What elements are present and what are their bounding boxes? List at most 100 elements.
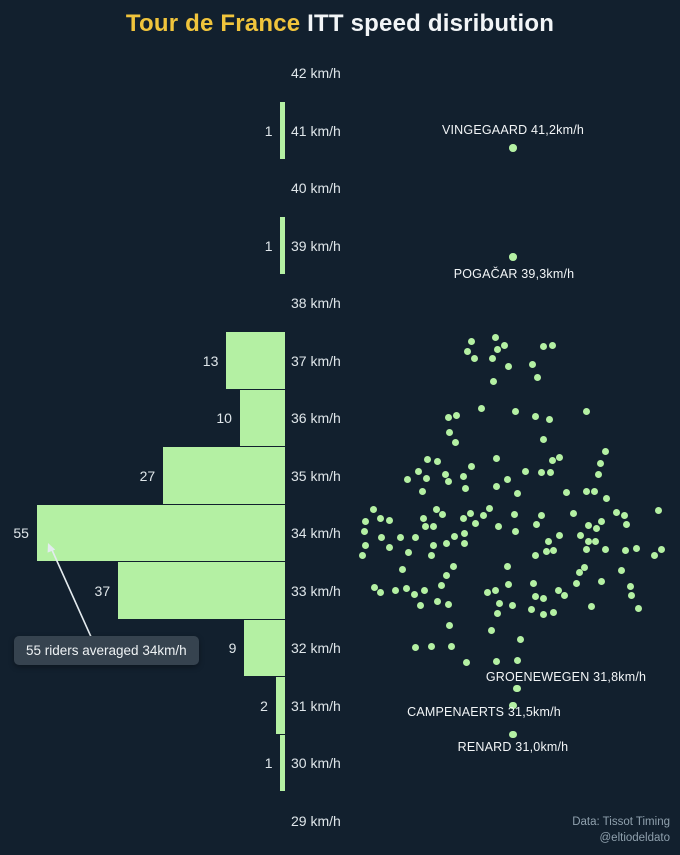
swarm-dot [548,342,556,350]
swarm-dot [433,505,441,513]
y-tick-label-40: 40 km/h [291,180,341,196]
swarm-dot [404,476,412,484]
swarm-dot [584,537,592,545]
swarm-dot [623,521,631,529]
swarm-dot [494,522,502,530]
swarm-dot [562,489,570,497]
swarm-dot [622,547,630,555]
y-tick-label-33: 33 km/h [291,582,341,599]
dot-campenaerts [509,701,517,710]
bar-count-30: 1 [264,755,273,771]
label-vingegaard: VINGEGAARD 41,2km/h [441,123,585,137]
swarm-dot [403,585,411,593]
label-groenewegen: GROENEWEGEN 31,8km/h [485,670,647,684]
histogram-bar-35 [163,447,285,504]
swarm-dot [466,510,474,518]
swarm-dot [396,533,404,541]
swarm-dot [529,361,537,369]
swarm-dot [602,447,610,455]
swarm-dot [496,599,504,607]
swarm-dot [556,454,564,462]
swarm-dot [542,547,550,555]
swarm-dot [532,551,540,559]
swarm-dot [443,540,451,548]
swarm-dot [417,602,425,610]
swarm-dot [392,586,400,594]
swarm-dot [405,548,413,556]
swarm-dot [450,563,458,571]
swarm-dot [531,412,539,420]
swarm-dot [462,484,470,492]
swarm-dot [582,545,590,553]
y-tick-label-37: 37 km/h [291,352,341,369]
swarm-dot [414,468,422,476]
swarm-dot [369,505,377,513]
swarm-dot [434,597,442,605]
swarm-dot [634,605,642,613]
swarm-dot [493,454,501,462]
swarm-dot [358,551,366,559]
swarm-dot [572,580,580,588]
swarm-dot [386,544,394,552]
swarm-dot [428,643,436,651]
swarm-dot [617,567,625,575]
swarm-dot [514,490,522,498]
label-campenaerts: CAMPENAERTS 31,5km/h [407,705,561,719]
bar-count-36: 10 [216,410,232,426]
y-tick-label-42: 42 km/h [291,65,341,81]
swarm-dot [361,542,369,550]
swarm-dot [654,506,662,514]
y-tick-label-32: 32 km/h [291,640,341,656]
swarm-dot [360,527,368,535]
swarm-dot [412,644,420,652]
swarm-dot [538,468,546,476]
swarm-dot [439,511,447,519]
swarm-dot [549,457,557,465]
swarm-dot [554,587,562,595]
swarm-dot [533,521,541,529]
swarm-dot [575,569,583,577]
dot-vingegaard [509,144,517,152]
swarm-dot [494,610,502,618]
swarm-dot [508,602,516,610]
swarm-dot [423,474,431,482]
swarm-dot [531,592,539,600]
swarm-dot [450,533,458,541]
swarm-dot [398,566,406,574]
swarm-dot [503,476,511,484]
annotation-callout: 55 riders averaged 34km/h [14,636,199,665]
swarm-dot [361,518,369,526]
swarm-dot [530,580,538,588]
swarm-dot [460,515,468,523]
swarm-dot [446,429,454,437]
swarm-dot [492,658,500,666]
swarm-dot [377,589,384,597]
swarm-dot [444,477,452,485]
swarm-dot [582,408,590,416]
swarm-dot [371,584,379,592]
swarm-dot [596,459,604,467]
label-pogačar: POGAČAR 39,3km/h [453,267,575,281]
histogram-bar-30 [280,734,285,792]
swarm-dot [511,407,519,415]
swarm-dot [422,523,430,531]
swarm-dot [592,538,600,546]
y-tick-label-30: 30 km/h [291,755,341,771]
title-highlight: Tour de France [125,10,301,37]
swarm-dot [489,355,497,363]
swarm-dot [504,363,512,371]
dot-pogačar [509,253,517,261]
swarm-dot [445,600,453,608]
bar-count-32: 9 [228,640,237,656]
swarm-dot [510,511,518,519]
swarm-dot [492,482,500,490]
swarm-dot [537,511,545,519]
bar-count-39: 1 [264,237,273,254]
swarm-dot [540,435,548,443]
swarm-dot [592,524,600,532]
swarm-dot [487,626,495,634]
swarm-dot [429,541,437,549]
swarm-dot [621,511,629,519]
swarm-dot [613,508,621,516]
swarm-dot [501,341,509,349]
